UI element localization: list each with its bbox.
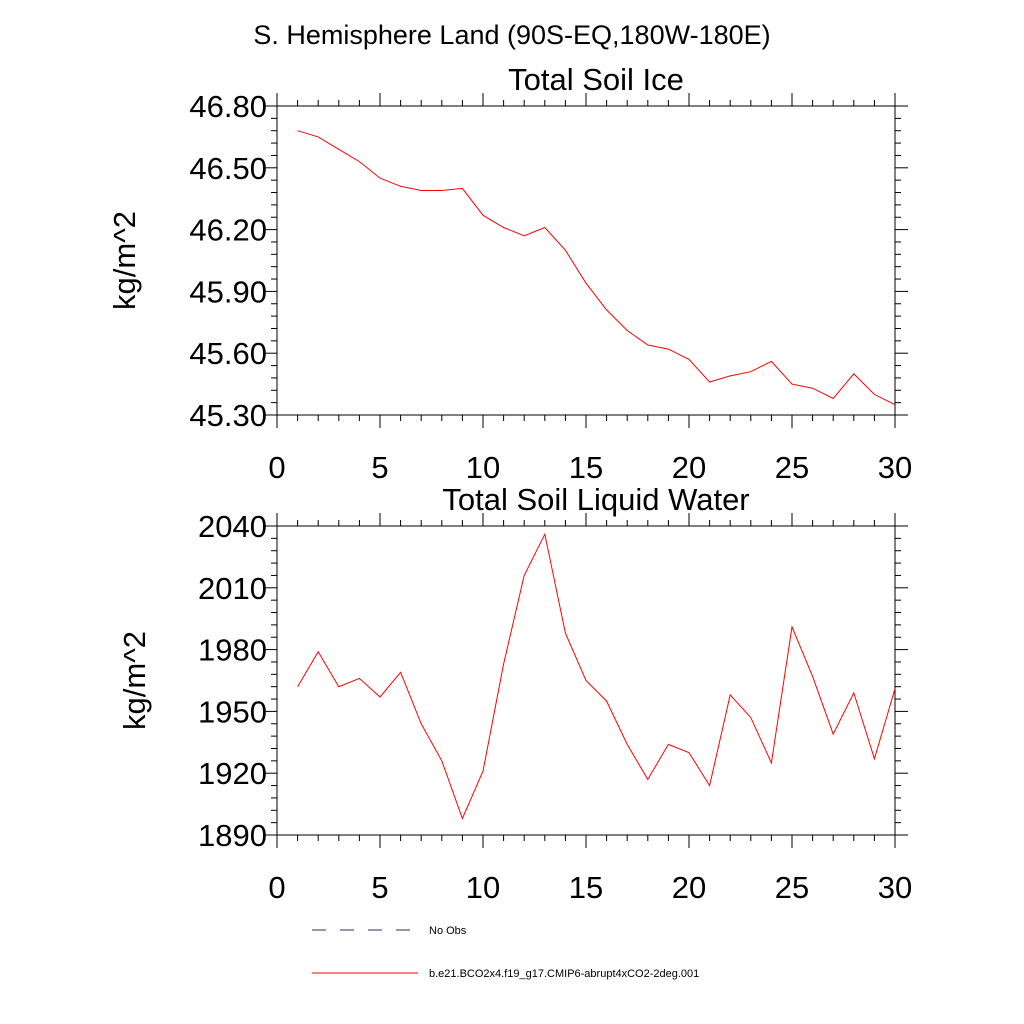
x-tick-label: 20 xyxy=(672,450,706,485)
x-tick-label: 5 xyxy=(371,450,388,485)
x-tick-label: 20 xyxy=(672,870,706,905)
legend: No Obs b.e21.BCO2x4.f19_g17.CMIP6-abrupt… xyxy=(312,925,699,980)
y-tick-label: 46.20 xyxy=(189,213,267,248)
panel-total-soil-liquid-water: 0 5 10 15 20 25 30 1890 1920 1950 1980 2010 2040 Tota… xyxy=(117,482,912,905)
legend-label-no-obs: No Obs xyxy=(429,925,467,937)
x-tick-label: 10 xyxy=(466,870,500,905)
y-tick-label: 1920 xyxy=(198,756,267,791)
y-tick-label: 46.50 xyxy=(189,151,267,186)
x-tick-label: 30 xyxy=(878,870,912,905)
series-line xyxy=(297,130,896,406)
x-tick-label: 25 xyxy=(775,870,809,905)
series-line xyxy=(297,532,896,820)
figure-title: S. Hemisphere Land (90S-EQ,180W-180E) xyxy=(253,20,770,50)
x-tick-label: 25 xyxy=(775,450,809,485)
x-tick-label: 0 xyxy=(268,450,285,485)
x-tick-label: 15 xyxy=(569,450,603,485)
y-tick-label: 1890 xyxy=(198,818,267,853)
plot-frame xyxy=(276,105,896,416)
x-tick-label: 15 xyxy=(569,870,603,905)
panel-total-soil-ice: 0 5 10 15 20 25 30 45.30 45.60 45.90 46.20 46.50 46.… xyxy=(107,62,912,485)
y-tick-label: 45.90 xyxy=(189,274,267,309)
y-tick-label: 2040 xyxy=(198,509,267,544)
y-tick-label: 45.60 xyxy=(189,336,267,371)
y-tick-label: 46.80 xyxy=(189,89,267,124)
y-tick-label: 45.30 xyxy=(189,398,267,433)
x-tick-label: 30 xyxy=(878,450,912,485)
x-tick-label: 5 xyxy=(371,870,388,905)
y-tick-label: 1980 xyxy=(198,633,267,668)
chart-title: Total Soil Liquid Water xyxy=(442,482,749,517)
legend-label-model: b.e21.BCO2x4.f19_g17.CMIP6-abrupt4xCO2-2… xyxy=(429,968,699,980)
y-tick-label: 2010 xyxy=(198,571,267,606)
y-axis-label: kg/m^2 xyxy=(107,211,142,310)
x-tick-label: 10 xyxy=(466,450,500,485)
y-axis-label: kg/m^2 xyxy=(117,631,152,730)
x-tick-label: 0 xyxy=(268,870,285,905)
chart-title: Total Soil Ice xyxy=(508,62,684,97)
y-tick-label: 1950 xyxy=(198,694,267,729)
